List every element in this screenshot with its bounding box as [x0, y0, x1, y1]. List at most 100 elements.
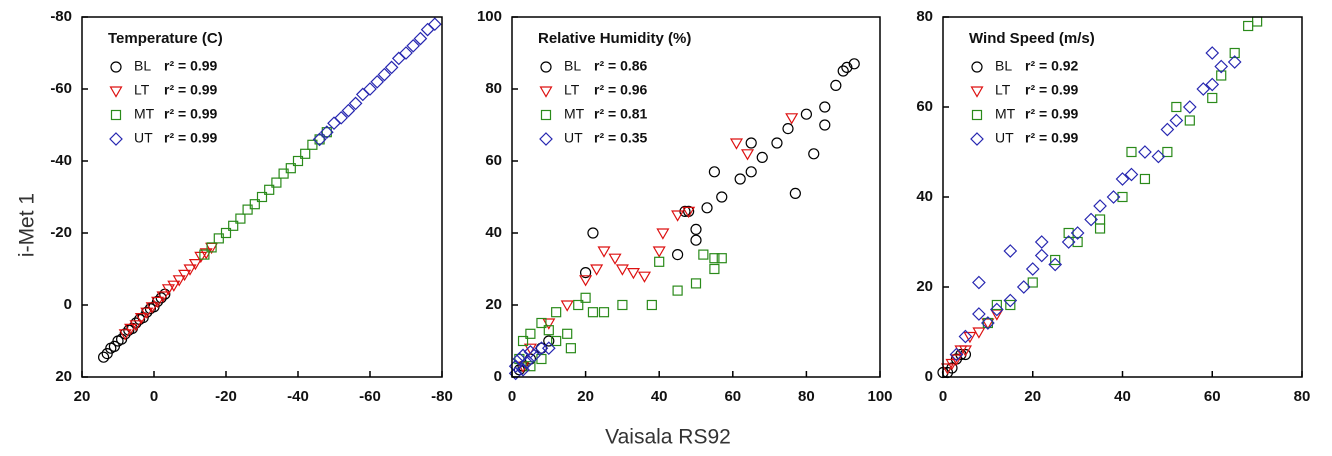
point: [249, 199, 260, 210]
point: [1205, 46, 1220, 60]
point: [413, 31, 428, 46]
point: [701, 202, 713, 214]
point: [307, 139, 318, 150]
point: [1003, 244, 1018, 258]
point: [682, 206, 696, 219]
point: [1063, 227, 1074, 239]
point: [1160, 122, 1175, 137]
point: [830, 79, 842, 92]
plot-frame: [511, 16, 881, 378]
point: [271, 177, 282, 188]
point: [1205, 77, 1220, 92]
point: [1229, 47, 1240, 59]
legend-r2: r² = 0.96: [594, 82, 648, 98]
point: [656, 228, 670, 240]
point: [1216, 70, 1227, 81]
point: [1070, 226, 1085, 240]
x-tick-label: 100: [867, 388, 892, 405]
point: [391, 51, 406, 66]
point: [300, 148, 311, 159]
point: [512, 352, 527, 366]
point: [597, 246, 611, 258]
point: [399, 46, 413, 60]
legend-marker: [970, 86, 984, 98]
point: [671, 210, 685, 222]
point: [949, 354, 964, 366]
point: [1084, 212, 1098, 227]
y-tick-label: -40: [50, 152, 72, 169]
point: [972, 275, 986, 290]
point: [525, 328, 536, 339]
point: [734, 173, 746, 185]
point: [206, 242, 217, 253]
point: [420, 22, 435, 37]
point: [370, 74, 385, 89]
point: [199, 249, 210, 260]
point: [1050, 254, 1061, 266]
point: [517, 335, 529, 347]
point: [848, 58, 860, 70]
point: [551, 307, 562, 318]
point: [560, 300, 574, 312]
point: [690, 234, 702, 246]
point: [118, 329, 132, 341]
point: [1138, 145, 1152, 159]
legend-label: MT: [995, 106, 1016, 122]
legend-r2: r² = 0.86: [594, 58, 648, 74]
point: [990, 302, 1004, 317]
x-tick-label: 40: [1114, 388, 1131, 405]
y-tick-label: 80: [485, 80, 502, 97]
y-tick-label: -20: [50, 224, 72, 241]
point: [1227, 55, 1242, 69]
x-tick-label: 0: [150, 388, 158, 405]
point: [1061, 235, 1076, 249]
point: [972, 307, 986, 321]
legend-r2: r² = 0.99: [164, 130, 218, 146]
point: [654, 256, 665, 267]
point: [949, 347, 964, 362]
point: [590, 264, 604, 276]
point: [708, 166, 721, 178]
point: [363, 82, 377, 96]
point: [837, 65, 849, 77]
point: [580, 292, 591, 303]
point: [1025, 262, 1040, 276]
point: [242, 204, 253, 215]
legend-r2: r² = 0.35: [594, 130, 648, 146]
point: [690, 223, 702, 235]
legend-label: LT: [564, 82, 580, 98]
point: [745, 166, 757, 178]
point: [1126, 146, 1137, 158]
y-axis-label: i-Met 1: [16, 193, 39, 257]
x-tick-label: 0: [508, 388, 516, 405]
point: [785, 113, 799, 125]
legend-label: UT: [995, 130, 1014, 146]
point: [178, 269, 192, 282]
point: [652, 246, 666, 258]
point: [756, 151, 768, 163]
plot-frame: [81, 16, 443, 378]
point: [516, 362, 530, 377]
legend-label: BL: [995, 58, 1012, 74]
point: [991, 299, 1002, 311]
point: [536, 353, 547, 365]
x-tick-label: -40: [287, 388, 309, 405]
point: [145, 302, 159, 314]
point: [527, 348, 541, 363]
point: [535, 342, 548, 354]
point: [129, 320, 143, 332]
point: [536, 317, 547, 329]
point: [671, 249, 684, 261]
point: [963, 331, 977, 344]
point: [1169, 113, 1184, 128]
point: [1124, 167, 1139, 182]
point: [377, 67, 392, 82]
point: [789, 187, 801, 199]
point: [334, 110, 349, 125]
point: [690, 278, 702, 289]
point: [579, 275, 593, 287]
point: [709, 263, 720, 275]
legend-marker: [110, 61, 122, 73]
x-tick-label: 20: [577, 388, 594, 405]
y-tick-label: 0: [494, 368, 502, 385]
